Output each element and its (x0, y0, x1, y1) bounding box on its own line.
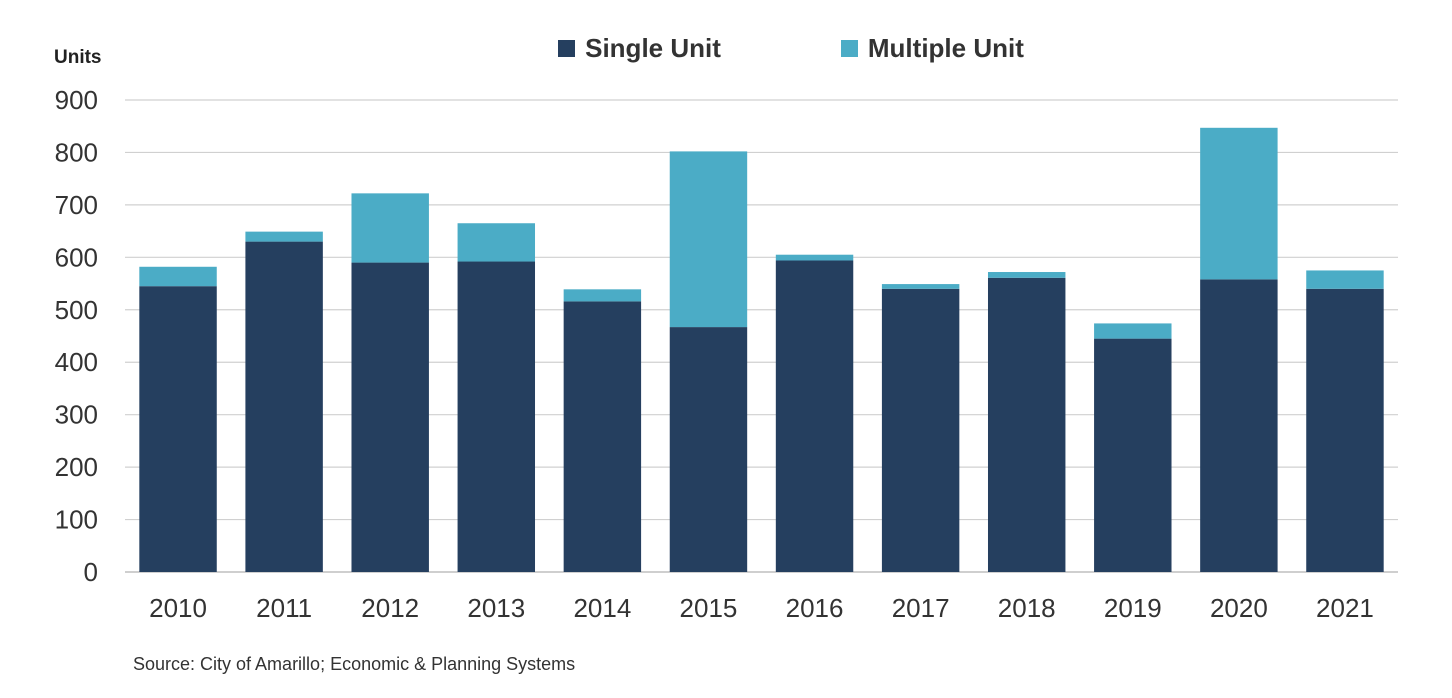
x-tick-label-2017: 2017 (892, 593, 950, 623)
legend-swatch-single-unit (558, 40, 576, 57)
y-tick-label-0: 0 (84, 557, 98, 587)
bar-multiple-unit-2019 (1094, 323, 1172, 339)
bar-multiple-unit-2017 (881, 284, 960, 289)
bar-multiple-unit-2016 (775, 254, 854, 261)
x-tick-label-2012: 2012 (361, 593, 419, 623)
x-tick-label-2014: 2014 (573, 593, 631, 623)
legend-label-single-unit: Single Unit (585, 33, 721, 63)
bar-multiple-unit-2020 (1200, 127, 1278, 280)
y-tick-label-900: 900 (55, 85, 98, 115)
source-note: Source: City of Amarillo; Economic & Pla… (133, 654, 576, 674)
bar-multiple-unit-2011 (245, 231, 323, 242)
legend-swatch-multiple-unit (840, 40, 858, 57)
bar-single-unit-2013 (457, 261, 536, 572)
x-tick-label-2021: 2021 (1316, 593, 1374, 623)
legend: Single Unit Multiple Unit (0, 33, 1452, 64)
x-tick-label-2016: 2016 (786, 593, 844, 623)
bar-single-unit-2017 (881, 288, 960, 572)
bar-multiple-unit-2015 (669, 151, 748, 328)
y-tick-label-600: 600 (55, 242, 98, 272)
y-axis-label: Units (54, 47, 102, 68)
bar-multiple-unit-2013 (457, 223, 536, 262)
bar-single-unit-2018 (987, 277, 1066, 572)
y-tick-label-500: 500 (55, 295, 98, 325)
bar-multiple-unit-2010 (139, 266, 217, 287)
x-tick-label-2015: 2015 (680, 593, 738, 623)
bar-single-unit-2020 (1200, 279, 1278, 572)
bar-multiple-unit-2012 (351, 193, 429, 263)
x-tick-label-2020: 2020 (1210, 593, 1268, 623)
y-tick-label-400: 400 (55, 347, 98, 377)
bar-single-unit-2019 (1094, 338, 1172, 572)
bar-single-unit-2015 (669, 327, 748, 572)
bar-single-unit-2012 (351, 262, 429, 572)
bar-single-unit-2011 (245, 241, 323, 572)
y-tick-label-700: 700 (55, 190, 98, 220)
x-tick-label-2019: 2019 (1104, 593, 1162, 623)
bar-multiple-unit-2014 (563, 289, 642, 302)
legend-item-single-unit: Single Unit (558, 33, 721, 64)
bar-multiple-unit-2018 (987, 272, 1066, 278)
x-tick-label-2013: 2013 (467, 593, 525, 623)
y-tick-label-300: 300 (55, 400, 98, 430)
x-tick-label-2011: 2011 (256, 593, 312, 623)
legend-item-multiple-unit: Multiple Unit (840, 33, 1024, 64)
x-tick-label-2018: 2018 (998, 593, 1056, 623)
x-tick-label-2010: 2010 (149, 593, 207, 623)
bar-single-unit-2016 (775, 260, 854, 572)
y-tick-label-200: 200 (55, 452, 98, 482)
bar-single-unit-2014 (563, 301, 642, 572)
bar-single-unit-2021 (1306, 288, 1384, 572)
bar-multiple-unit-2021 (1306, 270, 1384, 289)
legend-label-multiple-unit: Multiple Unit (867, 33, 1024, 63)
y-tick-label-800: 800 (55, 137, 98, 167)
y-tick-label-100: 100 (55, 505, 98, 535)
bar-single-unit-2010 (139, 286, 217, 572)
